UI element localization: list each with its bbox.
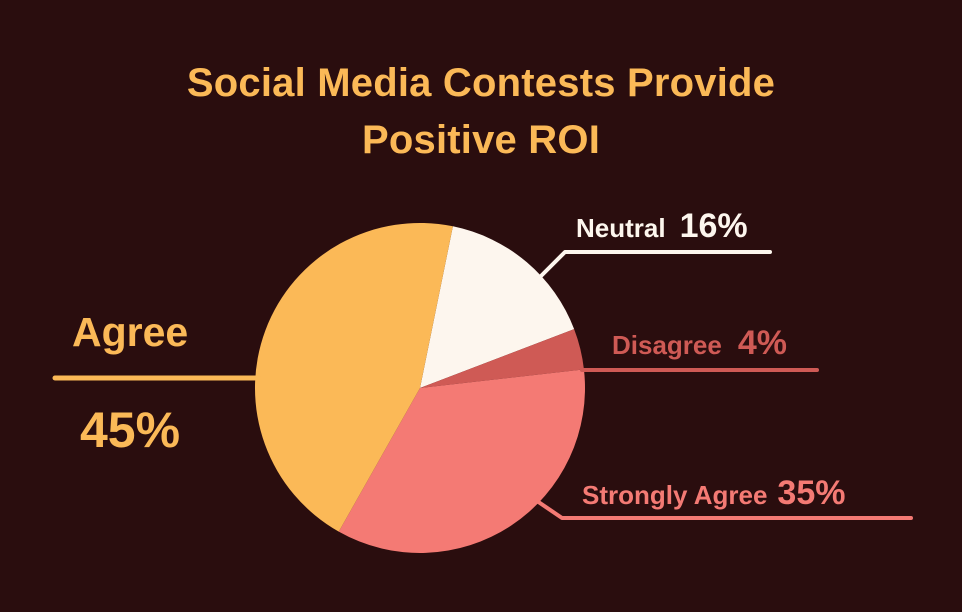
chart-title-line-1: Social Media Contests Provide (186, 61, 776, 105)
label-disagree-percent: 4% (737, 324, 787, 362)
label-strongly-agree-name: Strongly Agree (582, 480, 768, 510)
pie-slice-strongly-agree (338, 369, 586, 554)
pie-slices (254, 222, 586, 554)
label-agree-percent: 45% (80, 402, 181, 458)
label-strongly-agree: Strongly Agree 35% (582, 476, 845, 510)
pie-slice-disagree (420, 329, 584, 388)
leader-line-strongly-agree (535, 499, 913, 520)
label-neutral: Neutral 16% (576, 209, 748, 243)
leader-line-neutral (538, 250, 772, 279)
pie-slice-agree (254, 222, 453, 532)
label-disagree-name: Disagree (612, 330, 722, 360)
label-disagree: Disagree 4% (612, 326, 787, 360)
pie-slice-neutral (420, 226, 575, 388)
chart-title-line-2: Positive ROI (361, 118, 601, 162)
label-neutral-name: Neutral (576, 213, 666, 243)
label-agree: Agree (72, 309, 189, 355)
label-strongly-agree-percent: 35% (777, 474, 846, 512)
label-neutral-percent: 16% (679, 207, 748, 245)
